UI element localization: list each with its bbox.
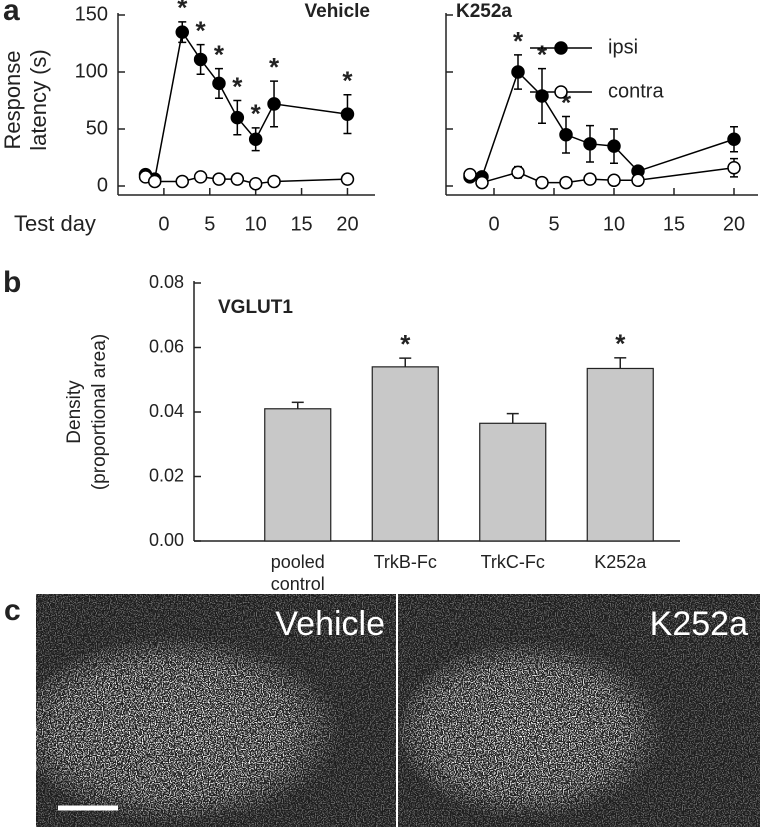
x-tick-label: 0	[488, 213, 499, 235]
x-tick-label: 15	[663, 213, 685, 235]
bar	[479, 422, 547, 542]
x-tick-label: TrkB-Fc	[373, 552, 437, 572]
series-line	[145, 30, 348, 181]
data-point	[267, 174, 281, 189]
data-point	[340, 107, 355, 121]
y-tick-label: 50	[86, 117, 108, 139]
data-point	[248, 176, 263, 191]
legend-label: ipsi	[608, 36, 638, 58]
significance-mark: *	[513, 26, 524, 56]
image-label: Vehicle	[275, 605, 385, 643]
micrograph-panel: Vehicle K252a c	[4, 594, 760, 827]
x-tick-label: K252a	[594, 552, 647, 572]
significance-mark: *	[615, 329, 626, 359]
data-point	[340, 172, 355, 186]
y-tick-label: 100	[75, 60, 108, 82]
y-axis-label: Density	[64, 380, 85, 444]
x-tick-label: 20	[336, 213, 358, 235]
significance-mark: *	[177, 0, 188, 23]
y-tick-label: 150	[75, 3, 108, 25]
series-line	[469, 167, 735, 184]
panel-label: b	[3, 266, 21, 299]
legend-label: contra	[608, 80, 664, 102]
data-point	[727, 161, 741, 175]
significance-mark: *	[196, 16, 207, 46]
significance-mark: *	[232, 71, 243, 101]
data-point	[511, 65, 525, 79]
y-tick-label: 0.08	[149, 272, 184, 292]
x-tick-label: 10	[245, 213, 267, 235]
bar	[586, 367, 654, 542]
data-point	[212, 172, 226, 186]
data-point	[607, 139, 621, 153]
data-point	[583, 137, 597, 151]
x-axis-label: Test day	[14, 211, 96, 236]
legend-marker	[554, 41, 568, 55]
data-point	[559, 175, 573, 190]
y-axis-label: latency (s)	[26, 49, 51, 150]
x-tick-label: pooled control	[270, 552, 325, 594]
chart-title: VGLUT1	[218, 297, 293, 318]
data-point	[175, 174, 189, 189]
x-tick-label: 15	[290, 213, 312, 235]
y-tick-label: 0.06	[149, 336, 184, 356]
panel-label: a	[3, 0, 20, 27]
legend-marker	[554, 85, 568, 99]
x-tick-label: 5	[548, 213, 559, 235]
data-point	[175, 25, 189, 39]
chart-title: Vehicle	[305, 1, 371, 22]
y-tick-label: 0.04	[149, 401, 184, 421]
y-tick-label: 0.02	[149, 465, 184, 485]
data-point	[267, 97, 281, 111]
data-point	[193, 170, 208, 184]
y-axis-label: (proportional area)	[89, 334, 110, 490]
data-point	[607, 173, 621, 188]
bar	[264, 408, 332, 542]
series-line	[470, 70, 735, 178]
data-point	[583, 172, 597, 186]
data-point	[727, 132, 741, 147]
bar	[371, 366, 439, 542]
data-point	[535, 89, 549, 103]
data-point	[248, 132, 263, 147]
data-point	[193, 52, 208, 67]
y-tick-label: 0	[97, 174, 108, 196]
x-tick-label: TrkC-Fc	[480, 552, 545, 572]
image-label: K252a	[650, 605, 748, 643]
y-axis-label: Response	[0, 50, 25, 149]
x-tick-label: 5	[204, 213, 215, 235]
data-point	[631, 173, 645, 188]
significance-mark: *	[214, 39, 225, 69]
panel-label: c	[4, 594, 21, 627]
significance-mark: *	[537, 39, 548, 69]
data-point	[475, 175, 489, 190]
x-tick-label: 10	[603, 213, 625, 235]
chart-title: K252a	[456, 1, 512, 22]
data-point	[230, 172, 245, 186]
data-point	[463, 167, 477, 182]
data-point	[230, 110, 245, 125]
significance-mark: *	[561, 87, 572, 117]
y-tick-label: 0.00	[149, 530, 184, 550]
data-point	[147, 174, 162, 189]
stained-region	[20, 635, 360, 825]
data-point	[212, 76, 226, 91]
significance-mark: *	[400, 329, 411, 359]
x-tick-label: 20	[723, 213, 745, 235]
significance-mark: *	[269, 52, 280, 82]
significance-mark: *	[251, 99, 262, 129]
significance-mark: *	[342, 66, 353, 96]
data-point	[535, 175, 549, 190]
x-tick-label: 0	[158, 213, 169, 235]
stained-region	[400, 640, 680, 820]
data-point	[511, 165, 525, 180]
data-point	[559, 127, 573, 142]
